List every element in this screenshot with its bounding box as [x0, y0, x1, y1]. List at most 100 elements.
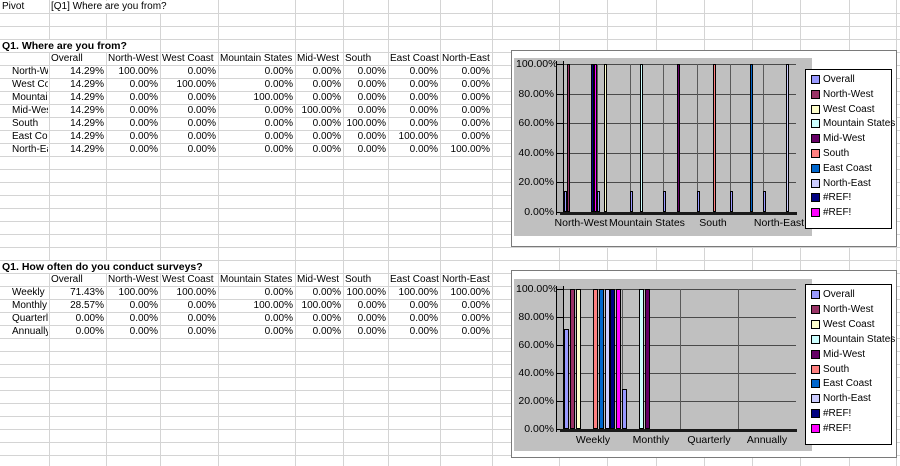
table-cell[interactable]: 0.00%	[461, 313, 490, 324]
table-cell[interactable]: 0.00%	[129, 92, 158, 103]
table-cell[interactable]: 100.00%	[118, 66, 158, 77]
table-cell[interactable]: 0.00%	[264, 79, 293, 90]
table-cell[interactable]: 0.00%	[409, 313, 438, 324]
row-label[interactable]: Mountain States	[12, 92, 48, 103]
table-cell[interactable]: 0.00%	[264, 105, 293, 116]
table-cell[interactable]: 100.00%	[450, 287, 490, 298]
table-cell[interactable]: 14.29%	[70, 144, 104, 155]
table-cell[interactable]: 100.00%	[176, 287, 216, 298]
chart-where-are-you-from[interactable]: 100.00% 80.00% 60.00% 40.00% 20.00% 0.00% Nort…	[511, 50, 897, 247]
table-cell[interactable]: 0.00%	[409, 118, 438, 129]
cell-pivot-label[interactable]: Pivot	[2, 1, 25, 12]
table-cell[interactable]: 0.00%	[357, 144, 386, 155]
table-cell[interactable]: 0.00%	[129, 105, 158, 116]
table-cell[interactable]: 0.00%	[461, 92, 490, 103]
chart-survey-frequency[interactable]: 100.00% 80.00% 60.00% 40.00% 20.00% 0.00% Week…	[511, 270, 897, 458]
table-cell[interactable]: 0.00%	[312, 118, 341, 129]
table-cell[interactable]: 0.00%	[312, 313, 341, 324]
table-cell[interactable]: 28.57%	[70, 300, 104, 311]
table-cell[interactable]: 0.00%	[187, 326, 216, 337]
table-cell[interactable]: 0.00%	[129, 79, 158, 90]
table-cell[interactable]: 0.00%	[264, 118, 293, 129]
cell-pivot-question[interactable]: [Q1] Where are you from?	[51, 1, 173, 13]
table-cell[interactable]: 0.00%	[409, 66, 438, 77]
table-cell[interactable]: 0.00%	[409, 92, 438, 103]
table-cell[interactable]: 0.00%	[357, 92, 386, 103]
table-cell[interactable]: 0.00%	[461, 300, 490, 311]
table-cell[interactable]: 0.00%	[187, 300, 216, 311]
table-cell[interactable]: 0.00%	[264, 131, 293, 142]
table-cell[interactable]: 14.29%	[70, 105, 104, 116]
table-cell[interactable]: 0.00%	[461, 326, 490, 337]
table-cell[interactable]: 0.00%	[129, 326, 158, 337]
table-cell[interactable]: 0.00%	[409, 79, 438, 90]
table-cell[interactable]: 0.00%	[312, 144, 341, 155]
table2-title[interactable]: Q1. How often do you conduct surveys?	[2, 261, 209, 273]
table-cell[interactable]: 0.00%	[461, 131, 490, 142]
table-cell[interactable]: 0.00%	[312, 79, 341, 90]
table-cell[interactable]: 0.00%	[409, 300, 438, 311]
table-cell[interactable]: 100.00%	[253, 92, 293, 103]
table-cell[interactable]: 0.00%	[129, 118, 158, 129]
table-cell[interactable]: 0.00%	[75, 313, 104, 324]
table-cell[interactable]: 0.00%	[129, 144, 158, 155]
table-cell[interactable]: 14.29%	[70, 92, 104, 103]
table-cell[interactable]: 0.00%	[129, 131, 158, 142]
row-label[interactable]: South	[12, 118, 39, 129]
table-cell[interactable]: 0.00%	[129, 313, 158, 324]
table-cell[interactable]: 0.00%	[187, 105, 216, 116]
table-cell[interactable]: 100.00%	[118, 287, 158, 298]
row-label[interactable]: North-West	[12, 66, 48, 77]
table-cell[interactable]: 0.00%	[264, 287, 293, 298]
table-cell[interactable]: 0.00%	[264, 144, 293, 155]
table-cell[interactable]: 0.00%	[187, 118, 216, 129]
table-cell[interactable]: 0.00%	[357, 105, 386, 116]
table-cell[interactable]: 100.00%	[253, 300, 293, 311]
row-label[interactable]: North-East	[12, 144, 48, 155]
table-cell[interactable]: 14.29%	[70, 131, 104, 142]
table-cell[interactable]: 0.00%	[461, 79, 490, 90]
table-cell[interactable]: 0.00%	[187, 92, 216, 103]
table-cell[interactable]: 0.00%	[312, 92, 341, 103]
row-label[interactable]: Quarterly	[12, 313, 48, 324]
table-cell[interactable]: 100.00%	[346, 287, 386, 298]
table-cell[interactable]: 0.00%	[129, 300, 158, 311]
table-cell[interactable]: 100.00%	[301, 300, 341, 311]
row-label[interactable]: East Coast	[12, 131, 48, 142]
table-cell[interactable]: 100.00%	[398, 287, 438, 298]
table-cell[interactable]: 0.00%	[75, 326, 104, 337]
table-cell[interactable]: 100.00%	[398, 131, 438, 142]
row-label[interactable]: Mid-West	[12, 105, 48, 116]
row-label[interactable]: West Coast	[12, 79, 48, 90]
table-cell[interactable]: 14.29%	[70, 118, 104, 129]
table-cell[interactable]: 0.00%	[187, 313, 216, 324]
row-label[interactable]: Monthly	[12, 300, 48, 311]
table-cell[interactable]: 0.00%	[461, 118, 490, 129]
chart-legend[interactable]: Overall North-West West Coast Mountain Stat…	[805, 284, 895, 445]
table-cell[interactable]: 100.00%	[346, 118, 386, 129]
table-cell[interactable]: 0.00%	[357, 326, 386, 337]
table-cell[interactable]: 0.00%	[357, 131, 386, 142]
table-cell[interactable]: 0.00%	[312, 66, 341, 77]
table-cell[interactable]: 0.00%	[461, 105, 490, 116]
table-cell[interactable]: 0.00%	[409, 105, 438, 116]
table-cell[interactable]: 0.00%	[312, 131, 341, 142]
table-cell[interactable]: 0.00%	[357, 66, 386, 77]
table-cell[interactable]: 0.00%	[461, 66, 490, 77]
table-cell[interactable]: 0.00%	[409, 144, 438, 155]
table-cell[interactable]: 0.00%	[187, 131, 216, 142]
row-label[interactable]: Annually	[12, 326, 48, 337]
table-cell[interactable]: 0.00%	[264, 326, 293, 337]
table-cell[interactable]: 0.00%	[312, 287, 341, 298]
table1-title[interactable]: Q1. Where are you from?	[2, 40, 133, 52]
table-cell[interactable]: 100.00%	[176, 79, 216, 90]
table-cell[interactable]: 14.29%	[70, 66, 104, 77]
table-cell[interactable]: 0.00%	[357, 79, 386, 90]
table-cell[interactable]: 100.00%	[301, 105, 341, 116]
chart-legend[interactable]: Overall North-West West Coast Mountain Stat…	[805, 69, 895, 229]
table-cell[interactable]: 0.00%	[312, 326, 341, 337]
table-cell[interactable]: 14.29%	[70, 79, 104, 90]
table-cell[interactable]: 71.43%	[70, 287, 104, 298]
table-cell[interactable]: 0.00%	[357, 300, 386, 311]
table-cell[interactable]: 0.00%	[187, 66, 216, 77]
